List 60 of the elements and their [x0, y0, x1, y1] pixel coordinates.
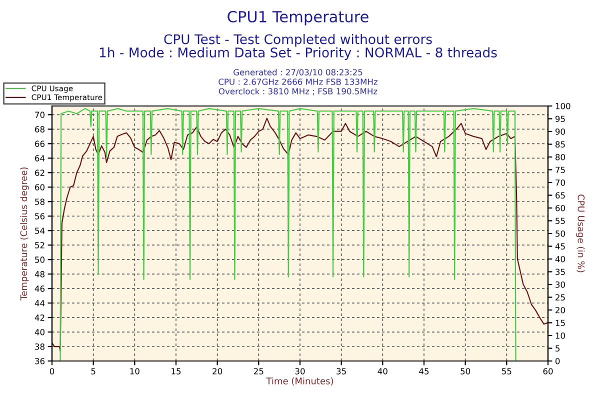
y2-tick-label: 35 [556, 268, 565, 276]
y-tick-label: 50 [35, 256, 44, 263]
y2-tick-label: 80 [556, 154, 565, 160]
y-tick-label: 46 [34, 286, 45, 292]
y2-tick-label: 70 [556, 179, 565, 186]
y2-tick-label: 40 [555, 256, 565, 262]
x-tick-label: 15 [172, 368, 181, 374]
y-axis-title: Temperature (Celsius degree) [20, 167, 29, 300]
y-tick-label: 40 [34, 329, 44, 336]
y-tick-label: 48 [34, 271, 44, 278]
y-tick-label: 58 [35, 198, 44, 205]
y-tick-label: 70 [35, 112, 44, 118]
y-tick-label: 44 [34, 300, 45, 306]
y-tick-label: 38 [35, 343, 44, 350]
x-tick-label: 5 [91, 368, 96, 374]
y2-tick-label: 95 [555, 116, 565, 122]
y2-tick-label: 5 [556, 345, 560, 352]
x-tick-label: 35 [336, 368, 346, 374]
text: Generated : 27/03/10 08:23:25 [234, 68, 362, 76]
y-tick-label: 42 [34, 314, 44, 321]
x-tick-label: 10 [130, 368, 140, 374]
x-tick-label: 0 [50, 368, 54, 374]
y2-tick-label: 90 [555, 128, 565, 135]
x-tick-label: 20 [212, 368, 222, 374]
x-tick-label: 25 [254, 368, 264, 374]
x-tick-label: 40 [378, 368, 388, 374]
y2-tick-label: 25 [556, 294, 565, 301]
text: Overclock : 3810 MHz ; FSB 190.5MHz [218, 88, 378, 96]
y-tick-label: 36 [35, 358, 45, 364]
x-tick-label: 50 [460, 368, 470, 374]
chart-title: CPU1 Temperature [228, 10, 368, 26]
y-tick-label: 54 [35, 228, 45, 234]
y2-tick-label: 65 [556, 192, 565, 199]
y2-tick-label: 60 [556, 204, 565, 212]
text: CPU : 2.67GHz 2666 MHz FSB 133MHz [218, 78, 378, 85]
x-tick-label: 60 [543, 368, 553, 374]
y2-tick-label: 50 [556, 230, 565, 237]
chart-subtitle: CPU Test - Test Completed without errors 1h - Mode : Medium Data Set - Priority : NORMAL - 8 threads [100, 34, 497, 60]
y-tick-label: 66 [35, 140, 45, 147]
y2-tick-label: 10 [556, 332, 565, 339]
y2-tick-label: 75 [556, 166, 565, 174]
x-tick-label: 45 [419, 368, 429, 374]
y2-tick-label: 20 [556, 306, 565, 314]
x-tick-label: 55 [502, 368, 512, 374]
x-axis-title: Time (Minutes) [266, 377, 333, 386]
y-tick-label: 52 [35, 242, 44, 248]
y2-tick-label: 0 [555, 358, 560, 364]
y-tick-label: 60 [35, 184, 44, 190]
y-tick-label: 62 [35, 170, 44, 176]
y2-tick-label: 100 [556, 102, 570, 110]
y2-tick-label: 15 [556, 320, 565, 326]
y2-axis-title: CPU Usage (in %) [576, 194, 585, 272]
y2-tick-label: 30 [556, 281, 565, 288]
y2-tick-label: 55 [556, 218, 565, 224]
y-tick-label: 68 [35, 126, 44, 132]
y-tick-label: 56 [35, 213, 45, 220]
y-tick-label: 64 [35, 155, 45, 162]
x-tick-label: 30 [295, 368, 305, 374]
y2-tick-label: 45 [555, 243, 565, 250]
y2-tick-label: 85 [556, 141, 565, 148]
